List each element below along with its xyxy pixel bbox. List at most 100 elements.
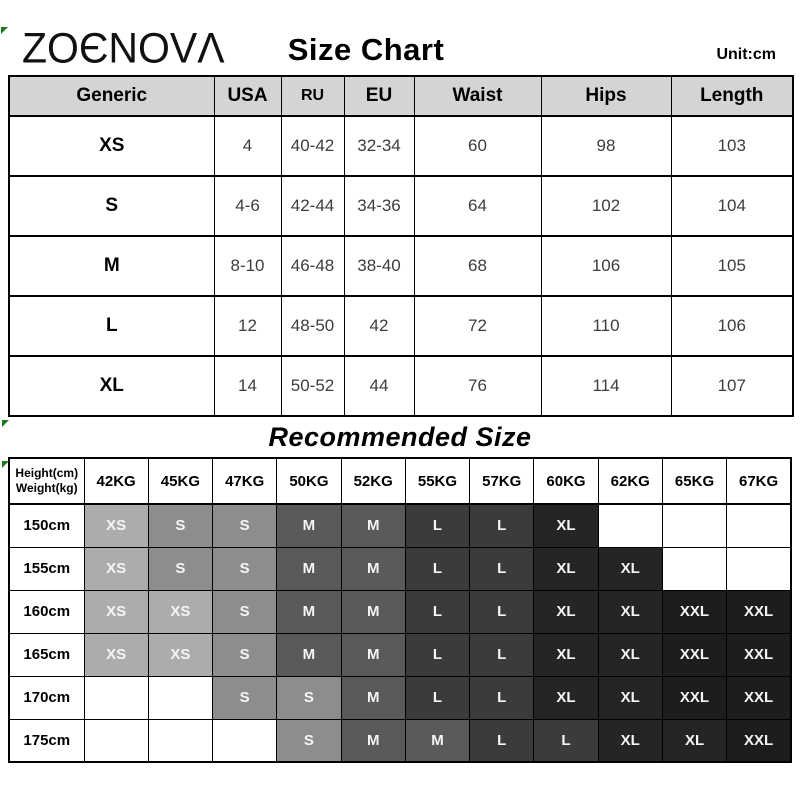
size-table-col-generic: Generic xyxy=(8,75,215,117)
size-table-cell-eu: 38-40 xyxy=(343,235,415,297)
rec-cell-xs: XS xyxy=(83,632,149,677)
size-table-cell-length: 105 xyxy=(670,235,794,297)
size-table-cell-waist: 76 xyxy=(413,355,542,417)
size-table-cell-usa: 8-10 xyxy=(213,235,282,297)
rec-cell-empty xyxy=(661,546,728,591)
height-header-label: Height(cm) xyxy=(15,466,79,480)
size-table-cell-waist: 72 xyxy=(413,295,542,357)
rec-cell-l: L xyxy=(404,589,471,634)
height-row-header: 165cm xyxy=(8,632,85,677)
rec-cell-s: S xyxy=(212,675,278,720)
recommended-size-table: Height(cm) Weight(kg) 42KG 45KG 47KG 50KG 52… xyxy=(8,457,792,763)
recommended-table-row: 175cm S M M L L XL XL XXL xyxy=(8,718,792,763)
recommended-table-row: 170cm S S M L L XL XL XXL XXL xyxy=(8,675,792,720)
rec-cell-s: S xyxy=(147,503,214,548)
rec-cell-xs: XS xyxy=(147,589,214,634)
weight-col-header: 55KG xyxy=(404,457,471,505)
rec-cell-xl: XL xyxy=(597,675,663,720)
weight-col-header: 52KG xyxy=(340,457,406,505)
rec-cell-xs: XS xyxy=(83,503,149,548)
size-table-header-row: Generic USA RU EU Waist Hips Length xyxy=(8,75,794,117)
rec-cell-xl: XL xyxy=(661,718,728,763)
size-table-cell-ru: 46-48 xyxy=(280,235,345,297)
rec-cell-s: S xyxy=(276,675,342,720)
excel-marker-icon xyxy=(2,461,9,468)
rec-cell-xl: XL xyxy=(533,675,599,720)
rec-cell-xxl: XXL xyxy=(726,589,792,634)
size-table-cell-waist: 60 xyxy=(413,115,542,177)
rec-cell-m: M xyxy=(340,718,406,763)
brand-logo: ZOЄNOVΛ xyxy=(22,24,225,72)
size-table-cell-usa: 4-6 xyxy=(213,175,282,237)
weight-col-header: 62KG xyxy=(597,457,663,505)
weight-col-header: 60KG xyxy=(533,457,599,505)
excel-marker-icon xyxy=(1,27,8,34)
height-row-header: 170cm xyxy=(8,675,85,720)
size-table-cell-ru: 40-42 xyxy=(280,115,345,177)
weight-col-header: 50KG xyxy=(276,457,342,505)
weight-col-header: 45KG xyxy=(147,457,214,505)
size-table-cell-usa: 14 xyxy=(213,355,282,417)
rec-cell-l: L xyxy=(533,718,599,763)
rec-cell-l: L xyxy=(404,632,471,677)
size-table-cell-eu: 42 xyxy=(343,295,415,357)
rec-cell-s: S xyxy=(147,546,214,591)
size-table-cell-hips: 106 xyxy=(540,235,672,297)
size-table-cell-hips: 98 xyxy=(540,115,672,177)
weight-col-header: 65KG xyxy=(661,457,728,505)
size-table-row: L 12 48-50 42 72 110 106 xyxy=(8,295,794,357)
header-bar: ZOЄNOVΛ Size Chart Unit:cm xyxy=(0,0,800,75)
size-table-cell-ru: 42-44 xyxy=(280,175,345,237)
rec-cell-xl: XL xyxy=(597,546,663,591)
rec-cell-m: M xyxy=(340,675,406,720)
rec-cell-m: M xyxy=(276,589,342,634)
recommended-table-row: 155cm XS S S M M L L XL XL xyxy=(8,546,792,591)
rec-cell-xl: XL xyxy=(597,589,663,634)
rec-cell-xxl: XXL xyxy=(726,675,792,720)
size-table-cell-hips: 114 xyxy=(540,355,672,417)
rec-cell-s: S xyxy=(212,503,278,548)
size-table-row: XS 4 40-42 32-34 60 98 103 xyxy=(8,115,794,177)
size-table-row: XL 14 50-52 44 76 114 107 xyxy=(8,355,794,417)
rec-cell-empty xyxy=(661,503,728,548)
rec-cell-l: L xyxy=(404,546,471,591)
size-table-cell-usa: 4 xyxy=(213,115,282,177)
size-table-col-length: Length xyxy=(670,75,794,117)
size-table-cell-length: 106 xyxy=(670,295,794,357)
size-table-col-waist: Waist xyxy=(413,75,542,117)
rec-cell-l: L xyxy=(469,632,535,677)
rec-cell-xxl: XXL xyxy=(661,589,728,634)
rec-cell-m: M xyxy=(340,632,406,677)
size-table-cell-hips: 102 xyxy=(540,175,672,237)
size-table-cell-ru: 50-52 xyxy=(280,355,345,417)
rec-cell-l: L xyxy=(469,503,535,548)
size-table-cell-waist: 68 xyxy=(413,235,542,297)
rec-cell-xl: XL xyxy=(533,589,599,634)
size-table-cell-hips: 110 xyxy=(540,295,672,357)
rec-cell-m: M xyxy=(340,546,406,591)
rec-cell-xxl: XXL xyxy=(661,632,728,677)
rec-cell-xxl: XXL xyxy=(661,675,728,720)
weight-header-label: Weight(kg) xyxy=(15,481,78,495)
size-table: Generic USA RU EU Waist Hips Length XS 4 40-42 32… xyxy=(8,75,794,417)
unit-label: Unit:cm xyxy=(716,46,776,63)
weight-col-header: 42KG xyxy=(83,457,149,505)
size-table-col-hips: Hips xyxy=(540,75,672,117)
size-table-col-usa: USA xyxy=(213,75,282,117)
size-table-cell-generic: S xyxy=(8,175,215,237)
rec-cell-empty xyxy=(212,718,278,763)
size-table-cell-ru: 48-50 xyxy=(280,295,345,357)
rec-cell-l: L xyxy=(469,718,535,763)
rec-cell-m: M xyxy=(404,718,471,763)
rec-cell-empty xyxy=(597,503,663,548)
size-table-body: XS 4 40-42 32-34 60 98 103 S 4-6 42-44 34-36 64 102 1… xyxy=(8,115,794,417)
weight-col-header: 57KG xyxy=(469,457,535,505)
weight-col-header: 67KG xyxy=(726,457,792,505)
rec-cell-s: S xyxy=(212,546,278,591)
rec-cell-empty xyxy=(726,503,792,548)
rec-cell-xs: XS xyxy=(83,546,149,591)
recommended-size-title: Recommended Size xyxy=(268,422,532,452)
weight-col-header: 47KG xyxy=(212,457,278,505)
size-table-cell-length: 103 xyxy=(670,115,794,177)
size-table-row: M 8-10 46-48 38-40 68 106 105 xyxy=(8,235,794,297)
